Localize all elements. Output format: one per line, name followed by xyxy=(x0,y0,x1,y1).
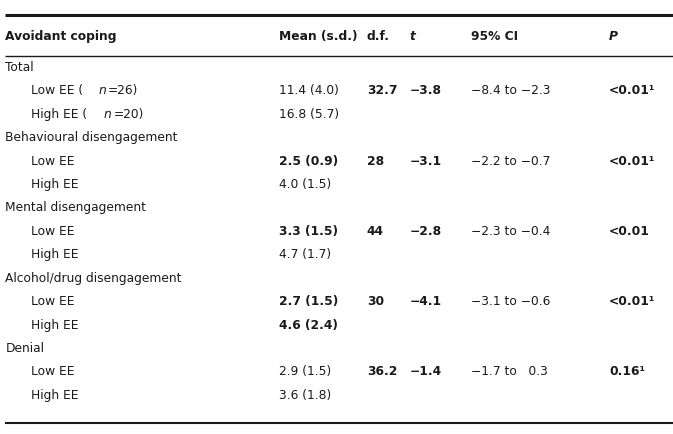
Text: 30: 30 xyxy=(367,295,384,308)
Text: 32.7: 32.7 xyxy=(367,84,397,97)
Text: 0.16¹: 0.16¹ xyxy=(609,365,645,378)
Text: 2.5 (0.9): 2.5 (0.9) xyxy=(279,155,339,168)
Text: Low EE: Low EE xyxy=(31,365,75,378)
Text: 4.0 (1.5): 4.0 (1.5) xyxy=(279,178,332,191)
Text: d.f.: d.f. xyxy=(367,30,390,43)
Text: 44: 44 xyxy=(367,225,384,238)
Text: Mean (s.d.): Mean (s.d.) xyxy=(279,30,358,43)
Text: Avoidant coping: Avoidant coping xyxy=(5,30,117,43)
Text: <0.01: <0.01 xyxy=(609,225,650,238)
Text: −2.3 to −0.4: −2.3 to −0.4 xyxy=(471,225,551,238)
Text: Total: Total xyxy=(5,61,34,74)
Text: −3.1: −3.1 xyxy=(409,155,441,168)
Text: n: n xyxy=(104,108,111,121)
Text: Alcohol/drug disengagement: Alcohol/drug disengagement xyxy=(5,272,182,285)
Text: P: P xyxy=(609,30,618,43)
Text: −3.1 to −0.6: −3.1 to −0.6 xyxy=(471,295,551,308)
Text: 4.7 (1.7): 4.7 (1.7) xyxy=(279,248,331,261)
Text: High EE: High EE xyxy=(31,389,79,402)
Text: Low EE: Low EE xyxy=(31,295,75,308)
Text: High EE: High EE xyxy=(31,178,79,191)
Text: 28: 28 xyxy=(367,155,384,168)
Text: Low EE: Low EE xyxy=(31,155,75,168)
Text: Behavioural disengagement: Behavioural disengagement xyxy=(5,131,178,144)
Text: <0.01¹: <0.01¹ xyxy=(609,295,656,308)
Text: 3.6 (1.8): 3.6 (1.8) xyxy=(279,389,332,402)
Text: 2.7 (1.5): 2.7 (1.5) xyxy=(279,295,339,308)
Text: =26): =26) xyxy=(108,84,139,97)
Text: −2.8: −2.8 xyxy=(409,225,441,238)
Text: n: n xyxy=(98,84,106,97)
Text: 2.9 (1.5): 2.9 (1.5) xyxy=(279,365,332,378)
Text: 11.4 (4.0): 11.4 (4.0) xyxy=(279,84,339,97)
Text: −1.4: −1.4 xyxy=(409,365,441,378)
Text: 95% CI: 95% CI xyxy=(471,30,518,43)
Text: <0.01¹: <0.01¹ xyxy=(609,84,656,97)
Text: −4.1: −4.1 xyxy=(409,295,441,308)
Text: −3.8: −3.8 xyxy=(409,84,441,97)
Text: −1.7 to   0.3: −1.7 to 0.3 xyxy=(471,365,548,378)
Text: 36.2: 36.2 xyxy=(367,365,397,378)
Text: High EE (: High EE ( xyxy=(31,108,87,121)
Text: <0.01¹: <0.01¹ xyxy=(609,155,656,168)
Text: 3.3 (1.5): 3.3 (1.5) xyxy=(279,225,339,238)
Text: −8.4 to −2.3: −8.4 to −2.3 xyxy=(471,84,551,97)
Text: −2.2 to −0.7: −2.2 to −0.7 xyxy=(471,155,551,168)
Text: 16.8 (5.7): 16.8 (5.7) xyxy=(279,108,339,121)
Text: Mental disengagement: Mental disengagement xyxy=(5,201,147,214)
Text: Denial: Denial xyxy=(5,342,44,355)
Text: 4.6 (2.4): 4.6 (2.4) xyxy=(279,319,338,332)
Text: Low EE (: Low EE ( xyxy=(31,84,83,97)
Text: =20): =20) xyxy=(113,108,144,121)
Text: High EE: High EE xyxy=(31,248,79,261)
Text: High EE: High EE xyxy=(31,319,79,332)
Text: Low EE: Low EE xyxy=(31,225,75,238)
Text: t: t xyxy=(409,30,415,43)
